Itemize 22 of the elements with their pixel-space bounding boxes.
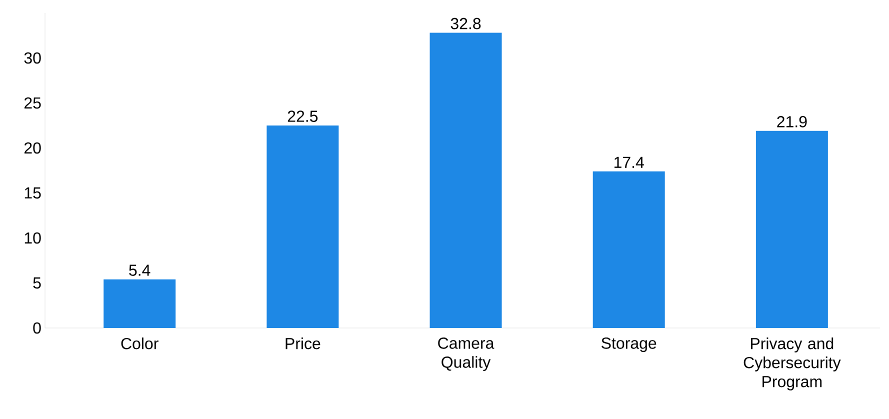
data-label: 21.9 xyxy=(777,116,807,128)
y-tick-label: 5 xyxy=(33,277,41,289)
bar xyxy=(592,171,665,328)
y-tick-label: 10 xyxy=(24,232,41,244)
x-tick-label: Privacy and Cybersecurity Program xyxy=(744,338,841,390)
bar xyxy=(104,279,176,328)
y-tick-label: 0 xyxy=(33,322,41,334)
y-tick-label: 15 xyxy=(24,187,41,199)
data-label: 5.4 xyxy=(129,264,150,276)
data-label: 22.5 xyxy=(288,110,318,122)
x-tick-label: Storage xyxy=(602,338,656,352)
x-tick-label: Color xyxy=(121,338,158,350)
bar xyxy=(756,130,828,328)
data-label: 17.4 xyxy=(614,156,644,168)
bar xyxy=(266,125,339,328)
y-tick-label: 25 xyxy=(24,97,41,109)
y-tick-label: 30 xyxy=(24,52,41,64)
x-tick-label: Camera Quality xyxy=(438,338,494,372)
bar xyxy=(430,32,502,328)
data-label: 32.8 xyxy=(450,18,481,30)
y-tick-label: 20 xyxy=(24,142,41,154)
x-tick-label: Price xyxy=(286,338,320,350)
